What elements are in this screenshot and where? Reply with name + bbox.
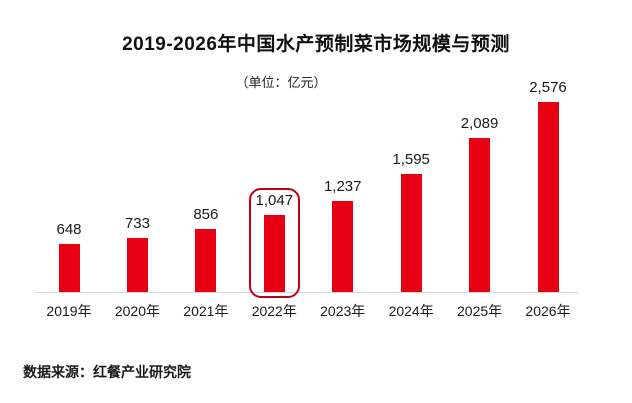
x-axis-label: 2022年 (251, 303, 297, 319)
bar-value-label: 2,576 (529, 79, 567, 96)
bar-value-label: 1,047 (255, 192, 294, 209)
bar-value-label: 733 (124, 215, 150, 232)
bar (537, 102, 559, 292)
chart-title: 2019-2026年中国水产预制菜市场规模与预测 (122, 34, 510, 55)
chart-unit-label: （单位：亿元） (235, 75, 327, 90)
bar (332, 201, 354, 292)
bar (400, 174, 422, 292)
x-axis-label: 2024年 (388, 303, 434, 319)
bar (126, 238, 148, 292)
highlight-box (248, 188, 300, 298)
x-axis-label: 2025年 (457, 303, 503, 319)
bar (58, 244, 80, 292)
bar-value-label: 1,595 (392, 151, 430, 168)
bar-value-label: 2,089 (460, 115, 499, 132)
x-axis-label: 2023年 (320, 303, 366, 319)
x-axis-line (35, 292, 579, 293)
bar (469, 138, 491, 292)
bar-value-label: 1,237 (323, 178, 362, 195)
x-axis-label: 2026年 (525, 303, 571, 319)
x-axis-label: 2020年 (114, 303, 160, 319)
x-axis-label: 2019年 (46, 303, 92, 319)
bar (263, 215, 285, 292)
bar (195, 229, 217, 292)
data-source-note: 数据来源：红餐产业研究院 (23, 364, 191, 380)
x-axis-label: 2021年 (183, 303, 229, 319)
bar-value-label: 648 (56, 221, 82, 238)
bar-value-label: 856 (193, 206, 219, 223)
